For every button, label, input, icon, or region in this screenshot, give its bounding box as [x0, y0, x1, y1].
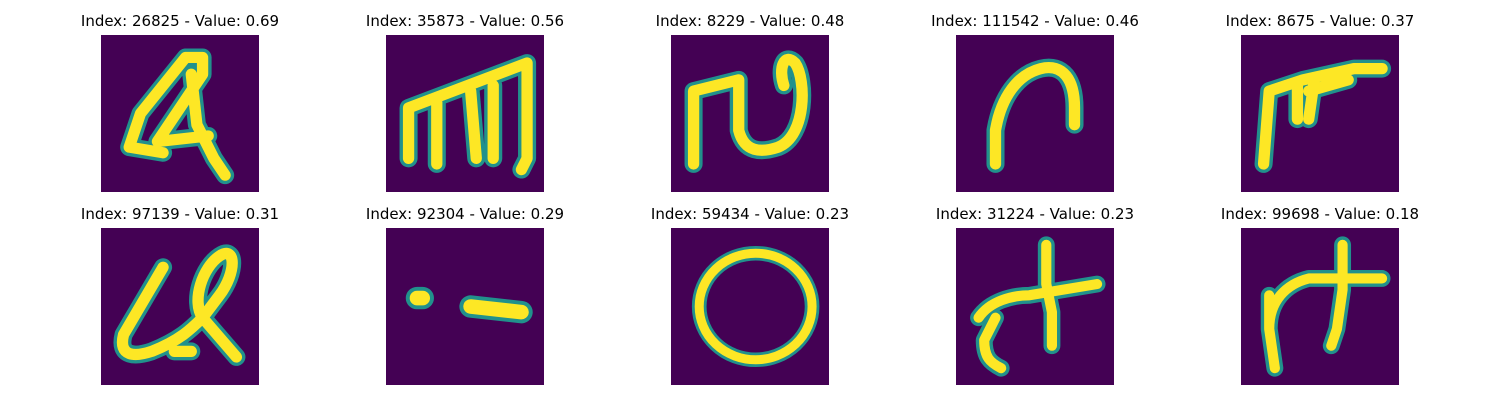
curly-a-icon: [101, 35, 259, 192]
cross-x-icon: [956, 228, 1114, 385]
r-flag-icon: [1241, 35, 1399, 192]
panel-8: Index: 59434 - Value: 0.23: [640, 205, 860, 395]
panel-title: Index: 26825 - Value: 0.69: [80, 12, 280, 30]
panel-10: Index: 99698 - Value: 0.18: [1210, 205, 1430, 395]
panel-title: Index: 31224 - Value: 0.23: [935, 205, 1135, 223]
panel-5: Index: 8675 - Value: 0.37: [1210, 12, 1430, 202]
cross-hook-icon: [1241, 228, 1399, 385]
circle-o-icon: [671, 228, 829, 385]
panel-title: Index: 35873 - Value: 0.56: [365, 12, 565, 30]
panel-7: Index: 92304 - Value: 0.29: [355, 205, 575, 395]
panel-title: Index: 97139 - Value: 0.31: [80, 205, 280, 223]
panel-title: Index: 92304 - Value: 0.29: [365, 205, 565, 223]
n-arch-icon: [956, 35, 1114, 192]
m-shape-icon: [386, 35, 544, 192]
panel-6: Index: 97139 - Value: 0.31: [70, 205, 290, 395]
panel-title: Index: 8229 - Value: 0.48: [655, 12, 845, 30]
panel-3: Index: 8229 - Value: 0.48: [640, 12, 860, 202]
panel-4: Index: 111542 - Value: 0.46: [925, 12, 1145, 202]
panel-title: Index: 59434 - Value: 0.23: [650, 205, 850, 223]
cursive-ul-icon: [101, 228, 259, 385]
panel-title: Index: 8675 - Value: 0.37: [1225, 12, 1415, 30]
panel-title: Index: 99698 - Value: 0.18: [1220, 205, 1420, 223]
panel-1: Index: 26825 - Value: 0.69: [70, 12, 290, 202]
panel-2: Index: 35873 - Value: 0.56: [355, 12, 575, 202]
dot-dash-icon: [386, 228, 544, 385]
panel-9: Index: 31224 - Value: 0.23: [925, 205, 1145, 395]
n-wave-icon: [671, 35, 829, 192]
panel-title: Index: 111542 - Value: 0.46: [931, 12, 1139, 30]
